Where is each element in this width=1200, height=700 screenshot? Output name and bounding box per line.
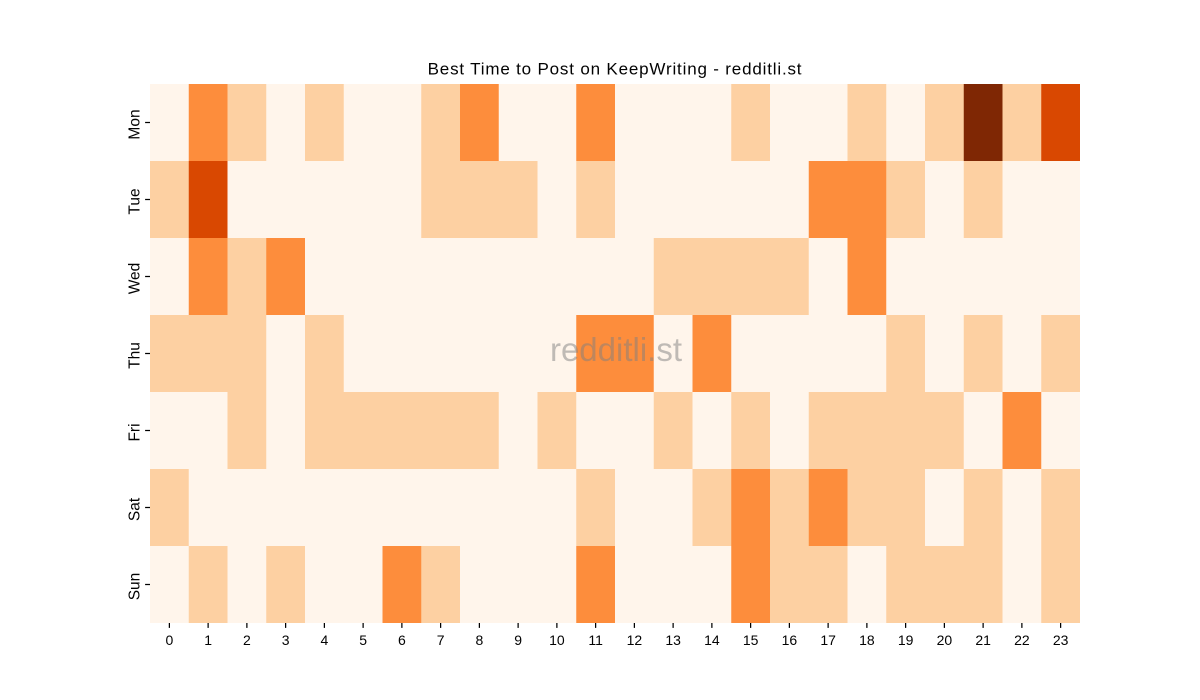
svg-text:Best Time to Post on KeepWriti: Best Time to Post on KeepWriting - reddi…	[428, 60, 803, 79]
svg-text:0: 0	[165, 632, 173, 648]
svg-text:21: 21	[975, 632, 991, 648]
svg-text:4: 4	[320, 632, 328, 648]
svg-text:6: 6	[398, 632, 406, 648]
svg-text:23: 23	[1053, 632, 1069, 648]
svg-text:2: 2	[243, 632, 251, 648]
svg-text:5: 5	[359, 632, 367, 648]
svg-text:redditli.st: redditli.st	[550, 331, 682, 368]
svg-text:14: 14	[704, 632, 720, 648]
svg-text:Fri: Fri	[127, 423, 144, 441]
svg-text:13: 13	[665, 632, 681, 648]
svg-text:20: 20	[937, 632, 953, 648]
svg-text:12: 12	[627, 632, 643, 648]
svg-text:3: 3	[282, 632, 290, 648]
svg-text:15: 15	[743, 632, 759, 648]
svg-text:11: 11	[588, 632, 603, 648]
svg-text:Wed: Wed	[127, 263, 144, 295]
svg-text:Sun: Sun	[127, 573, 144, 601]
svg-text:8: 8	[475, 632, 483, 648]
svg-text:Mon: Mon	[127, 109, 144, 139]
svg-text:19: 19	[898, 632, 914, 648]
svg-text:22: 22	[1014, 632, 1030, 648]
svg-text:Thu: Thu	[127, 342, 144, 369]
svg-text:Tue: Tue	[127, 188, 144, 214]
svg-text:7: 7	[437, 632, 445, 648]
svg-text:9: 9	[514, 632, 522, 648]
svg-text:16: 16	[782, 632, 798, 648]
svg-text:10: 10	[549, 632, 565, 648]
svg-text:17: 17	[820, 632, 836, 648]
svg-text:Sat: Sat	[127, 497, 144, 521]
svg-text:1: 1	[204, 632, 212, 648]
svg-text:18: 18	[859, 632, 875, 648]
